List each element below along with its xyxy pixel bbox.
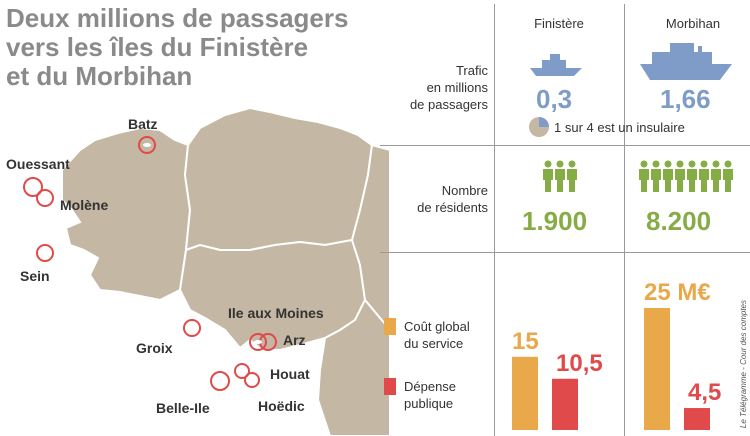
brittany-map (23, 106, 390, 436)
cost-bar-chart: 15 10,5 25 M€ 4,5 (512, 279, 721, 430)
title-line-2: vers les îles du Finistère (6, 32, 309, 62)
person-icon (555, 160, 565, 192)
bar-label-finistère-public: 10,5 (556, 350, 603, 377)
island-label-houat: Houat (270, 366, 310, 382)
column-header-morbihan: Morbihan (665, 16, 721, 31)
person-icon (663, 160, 673, 192)
boat-icon (640, 43, 732, 80)
divider-left (494, 4, 495, 436)
pie-icon (529, 117, 549, 137)
marker-houat[interactable] (234, 363, 250, 379)
person-icon (543, 160, 553, 192)
island-label-hoedic: Hoëdic (258, 398, 305, 414)
loire-region (316, 298, 390, 436)
traffic-value-finistere: 0,3 (536, 84, 573, 114)
bar-finistère-public (552, 378, 578, 430)
bar-morbihan-public (684, 408, 710, 430)
divider-middle (624, 4, 625, 436)
person-icon (687, 160, 697, 192)
person-icon (699, 160, 709, 192)
residents-value-morbihan: 8.200 (646, 206, 712, 236)
row-label-residents: Nombre de résidents (417, 183, 488, 215)
residents-icon-group-morbihan (639, 160, 733, 192)
island-label-ile-aux-moines: Ile aux Moines (228, 305, 324, 321)
person-icon (711, 160, 721, 192)
boat-icon (530, 54, 582, 76)
cotes-armor-region (183, 106, 374, 252)
bar-morbihan-cost (644, 308, 670, 430)
marker-groix[interactable] (183, 319, 201, 337)
person-icon (567, 160, 577, 192)
legend-label-public: Dépense publique (404, 379, 457, 411)
legend-swatch-public (384, 378, 396, 395)
divider-row-1 (380, 145, 750, 146)
marker-belle-ile[interactable] (210, 371, 230, 391)
island-label-batz: Batz (128, 116, 158, 132)
ille-vilaine-region (350, 143, 390, 332)
person-icon (675, 160, 685, 192)
marker-sein[interactable] (36, 244, 54, 262)
island-label-belle-ile: Belle-Ile (156, 400, 210, 416)
column-header-finistere: Finistère (534, 16, 584, 31)
marker-batz[interactable] (138, 136, 156, 154)
stats-panel: Finistère Morbihan Trafic en millions de… (380, 0, 750, 436)
person-icon (651, 160, 661, 192)
marker-hoedic[interactable] (244, 372, 260, 388)
island-label-ouessant: Ouessant (6, 156, 70, 172)
bar-label-finistère-cost: 15 (512, 328, 539, 355)
traffic-value-morbihan: 1,66 (660, 84, 711, 114)
island-label-sein: Sein (20, 268, 50, 284)
bar-finistère-cost (512, 356, 538, 430)
marker-ile-aux-moines[interactable] (249, 333, 267, 351)
source-credit: Le Télégramme - Cour des comptes (739, 300, 748, 429)
residents-icon-group-finistere (543, 160, 577, 192)
bar-label-morbihan-cost: 25 M€ (644, 279, 711, 306)
bar-label-morbihan-public: 4,5 (688, 379, 721, 406)
island-label-arz: Arz (283, 332, 306, 348)
page-title: Deux millions de passagers vers les îles… (6, 4, 386, 91)
finistere-region (61, 126, 192, 302)
legend-label-cost: Coût global du service (404, 319, 470, 351)
marker-ouessant[interactable] (23, 177, 43, 197)
person-icon (639, 160, 649, 192)
person-icon (723, 160, 733, 192)
row-label-traffic: Trafic en millions de passagers (409, 63, 488, 112)
divider-row-2 (380, 252, 750, 253)
island-label-groix: Groix (136, 340, 173, 356)
legend-swatch-cost (384, 318, 396, 335)
residents-value-finistere: 1.900 (522, 206, 588, 236)
title-line-1: Deux millions de passagers (6, 3, 349, 33)
island-label-molene: Molène (60, 197, 109, 213)
title-line-3: et du Morbihan (6, 61, 193, 91)
marker-molene[interactable] (36, 189, 54, 207)
insular-note: 1 sur 4 est un insulaire (554, 120, 685, 135)
island-markers (23, 136, 277, 391)
